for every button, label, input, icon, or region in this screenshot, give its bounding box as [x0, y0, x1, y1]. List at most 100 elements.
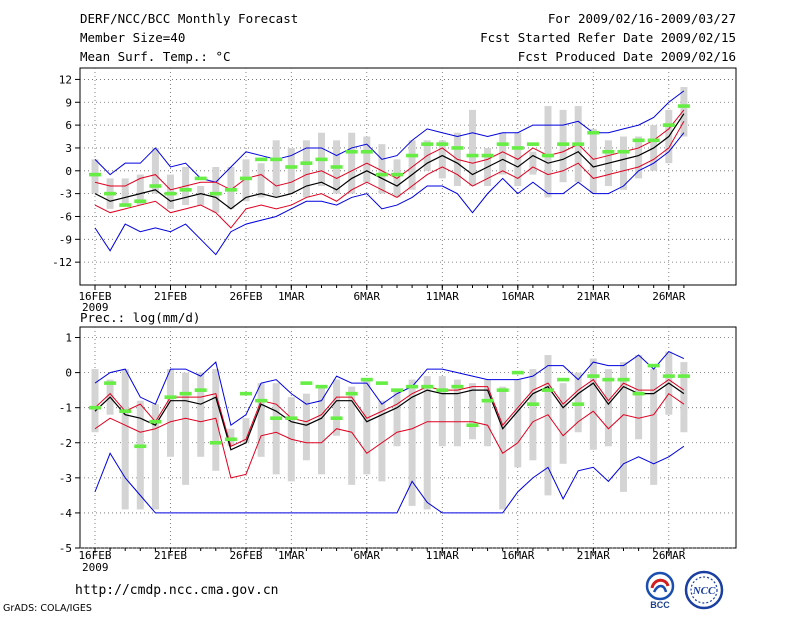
prec-obs-mark — [119, 409, 132, 413]
temp-ytick-label: -9 — [59, 233, 72, 246]
prec-obs-mark — [270, 416, 283, 421]
chart-title: DERF/NCC/BCC Monthly Forecast — [80, 11, 299, 26]
temp-obs-mark — [164, 191, 177, 196]
temp-obs-mark — [240, 176, 252, 181]
temp-ytick-label: 6 — [65, 119, 72, 132]
prec-obs-mark — [481, 398, 494, 403]
temp-obs-mark — [224, 188, 237, 192]
prec-ytick-label: -4 — [59, 507, 73, 520]
prec-obs-mark — [194, 388, 207, 392]
prec-xtick-label: 26MAR — [652, 549, 685, 562]
prec-ytick-label: -1 — [59, 402, 72, 415]
prec-obs-mark — [677, 374, 690, 378]
temp-obs-mark — [406, 153, 419, 158]
prec-spread-box — [378, 400, 386, 482]
temp-spread-box — [242, 159, 250, 202]
prec-obs-mark — [662, 374, 675, 378]
temp-spread-box — [91, 159, 99, 194]
prec-obs-mark — [179, 391, 192, 396]
prec-spread-box — [544, 355, 552, 496]
temp-line-lower — [94, 121, 685, 229]
prec-obs-mark — [391, 388, 403, 392]
prec-spread-box — [167, 369, 174, 457]
temp-spread-box — [121, 178, 129, 206]
prec-obs-mark — [466, 423, 479, 428]
temp-frame — [79, 67, 737, 286]
temp-obs-mark — [300, 161, 313, 165]
temp-ytick-label: -6 — [59, 210, 72, 223]
prec-spread-box — [257, 383, 265, 457]
prec-obs-mark — [300, 381, 313, 385]
temp-spread-box — [378, 144, 386, 194]
prec-obs-mark — [360, 377, 373, 382]
temp-spread-box — [589, 128, 597, 194]
prec-spread-box — [559, 383, 567, 464]
prec-obs-mark — [572, 402, 585, 406]
source-url[interactable]: http://cmdp.ncc.cma.gov.cn — [75, 583, 279, 598]
temp-spread-box — [438, 140, 446, 179]
prec-spread-box — [484, 379, 492, 447]
refer-date: Fcst Started Refer Date 2009/02/15 — [480, 30, 736, 45]
temp-obs-mark — [315, 157, 328, 162]
temp-obs-mark — [134, 199, 147, 204]
prec-spread-box — [680, 362, 688, 433]
temp-obs-mark — [602, 149, 615, 154]
temp-ytick-label: 12 — [59, 73, 72, 86]
temp-obs-mark — [255, 157, 268, 162]
bcc-logo: BCC — [645, 571, 675, 610]
prec-spread-box — [514, 379, 522, 468]
temp-xtick-label: 6MAR — [354, 290, 381, 303]
prec-spread-box — [136, 400, 144, 510]
prec-spread-box — [242, 418, 250, 443]
temp-spread-box — [529, 151, 537, 175]
prec-obs-mark — [526, 402, 539, 406]
prec-panel-title: Prec.: log(mm/d) — [80, 310, 200, 325]
prec-spread-box — [197, 372, 205, 457]
temp-obs-mark — [270, 157, 283, 162]
temp-spread-box — [680, 87, 688, 137]
prec-obs-mark — [557, 377, 570, 382]
temp-spread-box — [272, 140, 280, 198]
temp-spread-box — [302, 140, 310, 198]
temp-obs-mark — [526, 142, 539, 146]
temp-obs-mark — [375, 172, 388, 177]
temp-spread-box — [499, 132, 507, 175]
prec-spread-box — [499, 386, 507, 510]
prec-spread-box — [182, 372, 190, 485]
forecast-period: For 2009/02/16-2009/03/27 — [547, 11, 736, 26]
temp-spread-box — [408, 140, 416, 190]
prec-spread-box — [318, 386, 325, 475]
temp-line-mean — [94, 113, 685, 210]
prec-obs-mark — [330, 416, 343, 421]
prec-obs-mark — [436, 388, 449, 392]
temp-xtick-label: 26FEB — [229, 290, 262, 303]
temp-obs-mark — [119, 203, 132, 207]
temp-obs-mark — [496, 142, 509, 146]
prec-xtick-label: 21FEB — [154, 549, 187, 562]
temp-ytick-label: 9 — [65, 96, 72, 109]
temp-xtick-label: 21FEB — [154, 290, 187, 303]
prec-obs-mark — [209, 440, 222, 445]
temp-obs-mark — [179, 188, 192, 192]
prec-ytick-label: -5 — [59, 542, 72, 555]
temp-obs-mark — [89, 172, 101, 177]
prec-spread-box — [333, 379, 341, 436]
temp-spread-box — [363, 136, 371, 183]
prec-xtick-label: 16MAR — [501, 549, 534, 562]
prec-ytick-label: 0 — [65, 367, 72, 380]
temp-obs-mark — [587, 130, 600, 135]
temp-obs-mark — [662, 123, 675, 127]
prec-line-max — [94, 350, 685, 427]
temp-obs-mark — [647, 138, 660, 143]
prec-obs-mark — [542, 388, 554, 392]
temp-obs-mark — [345, 149, 358, 154]
prec-obs-mark — [285, 416, 298, 421]
prec-obs-mark — [164, 395, 177, 399]
temp-obs-mark — [330, 165, 343, 169]
prec-spread-box — [272, 383, 280, 475]
prec-line-upper — [94, 378, 685, 447]
prec-obs-mark — [104, 381, 117, 385]
